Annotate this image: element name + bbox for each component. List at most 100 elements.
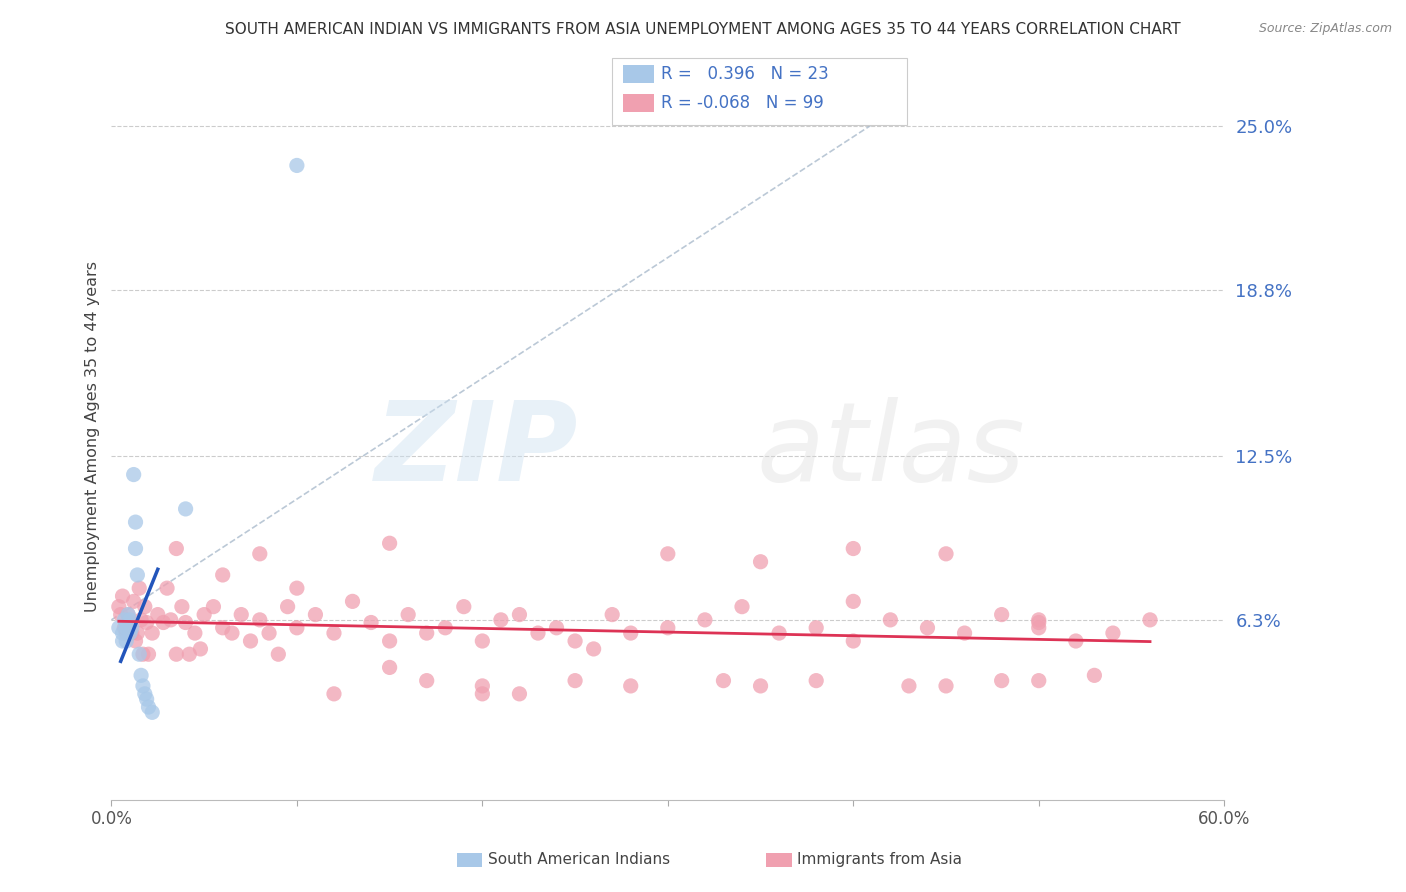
Point: [990, 673, 1012, 688]
Point: [693, 613, 716, 627]
Point: [138, 700, 160, 714]
Point: [1064, 634, 1087, 648]
Point: [129, 613, 152, 627]
Point: [135, 615, 157, 630]
Point: [806, 621, 828, 635]
Text: R =   0.396   N = 23: R = 0.396 N = 23: [661, 65, 828, 83]
Point: [112, 621, 135, 635]
Point: [471, 687, 494, 701]
Point: [768, 626, 790, 640]
Point: [159, 613, 181, 627]
Point: [111, 626, 134, 640]
Point: [138, 647, 160, 661]
Point: [239, 634, 262, 648]
Text: ZIP: ZIP: [375, 397, 579, 504]
Point: [434, 621, 457, 635]
Point: [378, 660, 401, 674]
Point: [1139, 613, 1161, 627]
Point: [117, 607, 139, 622]
Y-axis label: Unemployment Among Ages 35 to 44 years: Unemployment Among Ages 35 to 44 years: [86, 260, 100, 612]
Point: [118, 615, 141, 630]
Point: [806, 673, 828, 688]
Point: [134, 599, 156, 614]
Point: [132, 647, 155, 661]
Point: [897, 679, 920, 693]
Text: atlas: atlas: [756, 397, 1025, 504]
Point: [990, 607, 1012, 622]
Point: [1102, 626, 1125, 640]
Point: [749, 555, 772, 569]
Point: [211, 621, 233, 635]
Point: [508, 687, 530, 701]
Point: [600, 607, 623, 622]
Point: [396, 607, 419, 622]
Point: [124, 515, 146, 529]
Point: [564, 634, 586, 648]
Point: [170, 599, 193, 614]
Point: [1028, 613, 1050, 627]
Point: [184, 626, 207, 640]
Point: [508, 607, 530, 622]
Text: Immigrants from Asia: Immigrants from Asia: [797, 853, 962, 867]
Point: [115, 621, 138, 635]
Point: [582, 642, 605, 657]
Point: [135, 692, 157, 706]
Point: [489, 613, 512, 627]
Point: [657, 621, 679, 635]
Point: [713, 673, 735, 688]
Point: [124, 541, 146, 556]
Point: [620, 626, 643, 640]
Point: [115, 634, 138, 648]
Point: [1028, 621, 1050, 635]
Point: [378, 634, 401, 648]
Text: SOUTH AMERICAN INDIAN VS IMMIGRANTS FROM ASIA UNEMPLOYMENT AMONG AGES 35 TO 44 Y: SOUTH AMERICAN INDIAN VS IMMIGRANTS FROM…: [225, 22, 1181, 37]
Point: [118, 626, 141, 640]
Point: [546, 621, 568, 635]
Point: [146, 607, 169, 622]
Point: [134, 687, 156, 701]
Point: [129, 668, 152, 682]
Point: [118, 613, 141, 627]
Point: [657, 547, 679, 561]
Point: [112, 613, 135, 627]
Point: [285, 158, 308, 172]
Point: [842, 634, 865, 648]
Point: [360, 615, 382, 630]
Point: [471, 679, 494, 693]
Point: [323, 687, 346, 701]
Point: [156, 581, 179, 595]
Point: [152, 615, 174, 630]
Point: [115, 626, 138, 640]
Point: [842, 594, 865, 608]
Point: [221, 626, 243, 640]
Point: [471, 634, 494, 648]
Point: [190, 642, 212, 657]
Point: [127, 568, 149, 582]
Point: [935, 547, 957, 561]
Point: [731, 599, 754, 614]
Point: [267, 647, 290, 661]
Point: [285, 581, 308, 595]
Point: [122, 467, 145, 482]
Point: [842, 541, 865, 556]
Point: [620, 679, 643, 693]
Point: [378, 536, 401, 550]
Point: [128, 581, 150, 595]
Point: [953, 626, 976, 640]
Point: [110, 607, 132, 622]
Point: [193, 607, 215, 622]
Point: [342, 594, 364, 608]
Point: [285, 621, 308, 635]
Point: [323, 626, 346, 640]
Point: [108, 599, 131, 614]
Point: [111, 589, 134, 603]
Point: [127, 626, 149, 640]
Point: [1028, 673, 1050, 688]
Point: [128, 647, 150, 661]
Point: [141, 706, 163, 720]
Point: [453, 599, 475, 614]
Text: South American Indians: South American Indians: [488, 853, 671, 867]
Point: [121, 621, 143, 635]
Point: [749, 679, 772, 693]
Point: [249, 613, 271, 627]
